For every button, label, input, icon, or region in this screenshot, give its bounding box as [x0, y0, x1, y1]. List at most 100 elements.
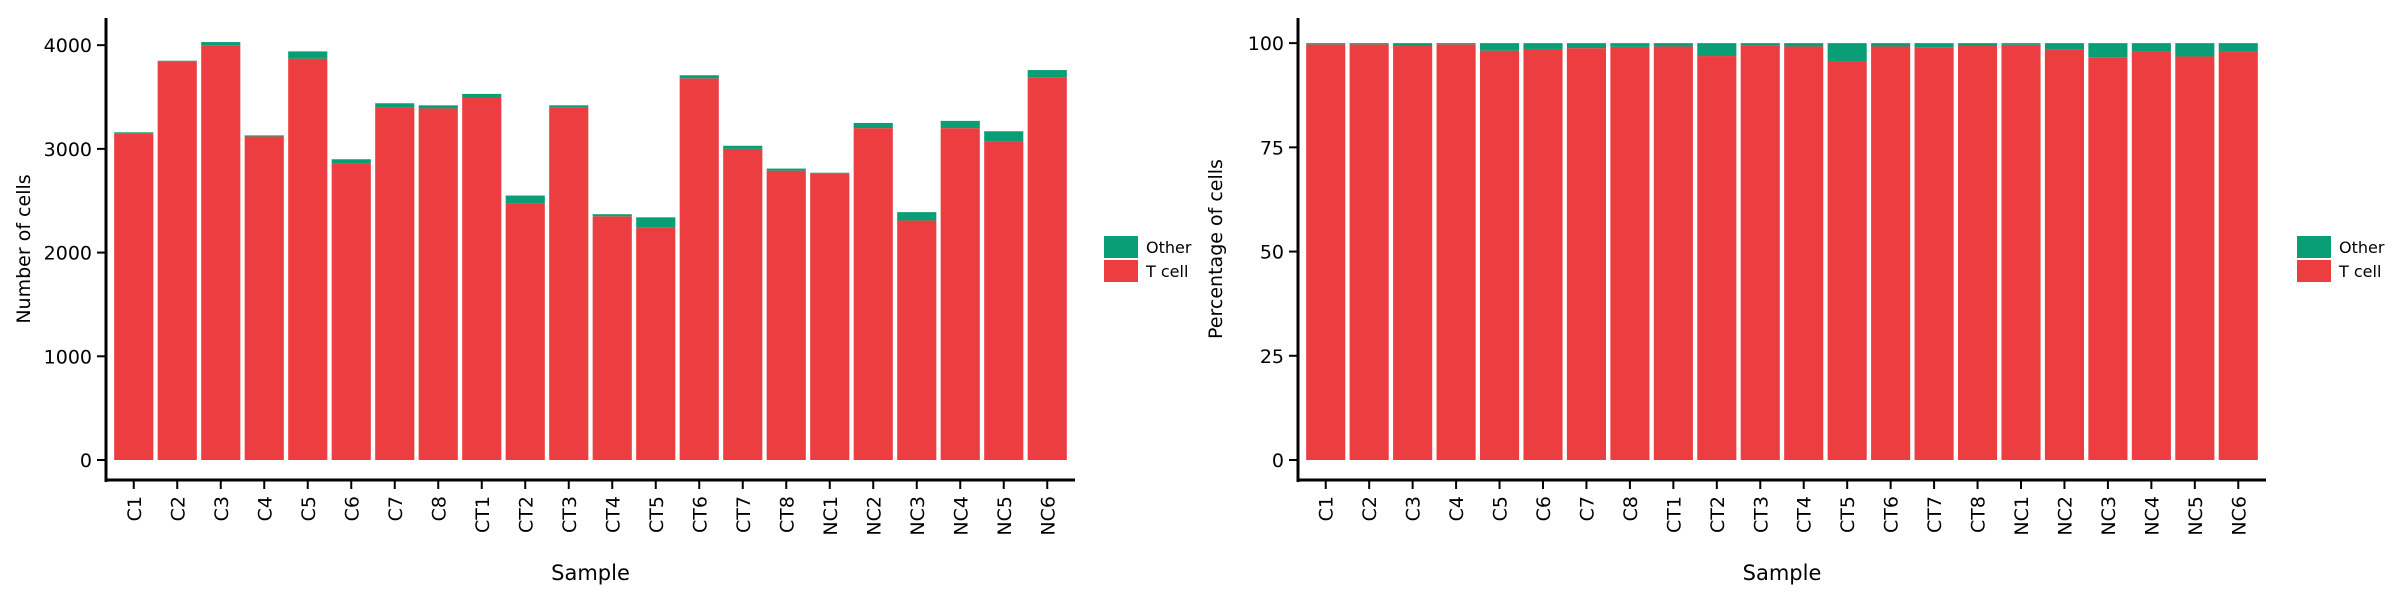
percentage-x-tick-label-ct7: CT7: [1924, 496, 1946, 533]
count-x-tick-label-nc3: NC3: [907, 496, 929, 536]
percentage-bar-other-nc5: [2175, 43, 2215, 57]
percentage-bar-other-nc3: [2088, 43, 2128, 58]
count-x-tick-label-nc6: NC6: [1037, 496, 1059, 536]
percentage-x-tick-label-nc1: NC1: [2011, 496, 2033, 536]
percentage-bar-tcell-ct7: [1914, 47, 1954, 461]
count-bar-other-nc2: [853, 122, 893, 129]
count-bar-other-ct1: [462, 93, 502, 98]
percentage-x-tick-label-c2: C2: [1359, 496, 1381, 521]
count-bar-tcell-ct8: [766, 170, 806, 460]
percentage-x-tick-label-ct1: CT1: [1663, 496, 1685, 533]
percentage-y-tick-label: 50: [1260, 242, 1284, 264]
percentage-bar-other-nc4: [2131, 43, 2171, 52]
count-x-tick-label-nc5: NC5: [994, 496, 1016, 536]
count-y-tick-label: 0: [80, 450, 92, 472]
percentage-bar-other-nc1: [2001, 43, 2041, 45]
count-bar-other-c7: [375, 103, 415, 108]
count-bar-other-nc6: [1027, 70, 1067, 78]
count-x-tick-label-c2: C2: [167, 496, 189, 521]
percentage-bar-other-ct7: [1914, 43, 1954, 48]
percentage-x-tick-label-nc5: NC5: [2185, 496, 2207, 536]
percentage-bar-other-c6: [1523, 43, 1563, 49]
percentage-bar-other-c7: [1566, 43, 1607, 49]
percentage-x-tick-label-ct5: CT5: [1837, 496, 1859, 533]
count-x-tick-label-c6: C6: [341, 496, 363, 521]
percentage-bar-tcell-c2: [1349, 44, 1389, 460]
count-bar-other-nc3: [897, 212, 937, 221]
percentage-bar-tcell-nc2: [2044, 49, 2085, 461]
count-bars: [114, 42, 1067, 461]
count-y-tick-label: 1000: [44, 346, 92, 368]
count-bar-other-ct2: [505, 195, 545, 204]
percentage-x-tick-label-c6: C6: [1533, 496, 1555, 521]
percentage-bar-other-c2: [1349, 43, 1389, 45]
count-bar-other-ct7: [723, 145, 763, 149]
percentage-bar-tcell-c6: [1523, 48, 1563, 461]
count-x-axis-label: Sample: [551, 561, 630, 585]
count-bar-tcell-nc5: [984, 141, 1024, 460]
percentage-bar-other-c8: [1610, 43, 1650, 47]
percentage-y-tick-label: 25: [1260, 346, 1284, 368]
percentage-legend-tcell-swatch: [2297, 260, 2331, 282]
percentage-bar-other-ct3: [1740, 43, 1780, 46]
percentage-bar-other-c1: [1306, 43, 1346, 45]
percentage-x-tick-label-ct4: CT4: [1794, 496, 1816, 533]
count-y-tick-label: 4000: [44, 35, 92, 57]
percentage-bar-tcell-nc1: [2001, 44, 2041, 460]
count-legend-tcell-swatch: [1104, 260, 1138, 282]
percentage-bar-tcell-c5: [1479, 50, 1520, 460]
count-bar-tcell-ct2: [505, 203, 545, 461]
count-x-tick-label-c1: C1: [124, 496, 146, 521]
percentage-bar-tcell-c3: [1393, 46, 1433, 461]
count-bar-other-ct5: [636, 217, 676, 228]
count-x-tick-label-c4: C4: [254, 496, 276, 521]
count-y-ticks: 0 1000 2000 3000 4000: [44, 35, 106, 472]
percentage-bar-tcell-nc3: [2088, 57, 2128, 461]
percentage-bar-tcell-c8: [1610, 46, 1650, 461]
percentage-bar-other-c5: [1479, 43, 1520, 51]
count-x-tick-label-ct8: CT8: [776, 496, 798, 533]
percentage-bar-tcell-ct3: [1740, 45, 1780, 461]
count-bar-tcell-c2: [157, 61, 197, 461]
count-x-tick-label-c8: C8: [428, 496, 450, 521]
count-bar-other-nc4: [940, 120, 980, 129]
percentage-y-axis-label: Percentage of cells: [1205, 159, 1227, 339]
count-x-tick-label-c5: C5: [298, 496, 320, 521]
count-bar-tcell-nc4: [940, 128, 980, 460]
count-legend-tcell-label: T cell: [1145, 262, 1188, 281]
percentage-y-tick-label: 100: [1248, 33, 1284, 55]
percentage-bar-tcell-nc4: [2131, 51, 2171, 460]
count-y-tick-label: 2000: [44, 243, 92, 265]
count-bar-tcell-c3: [201, 45, 241, 460]
percentage-bar-tcell-ct2: [1697, 56, 1737, 461]
percentage-legend-other-swatch: [2297, 236, 2331, 258]
count-x-tick-label-nc1: NC1: [820, 496, 842, 536]
count-x-tick-label-ct1: CT1: [472, 496, 494, 533]
count-bar-tcell-ct7: [723, 148, 763, 460]
count-bar-tcell-c1: [114, 133, 154, 461]
count-bar-tcell-c8: [418, 108, 458, 460]
percentage-legend-tcell-label: T cell: [2338, 262, 2381, 281]
percentage-x-tick-label-c5: C5: [1490, 496, 1512, 521]
percentage-bar-other-ct1: [1653, 43, 1693, 47]
count-x-tick-label-ct2: CT2: [515, 496, 537, 533]
count-bar-other-c5: [288, 51, 328, 59]
percentage-x-tick-label-c7: C7: [1576, 496, 1598, 521]
percentage-bar-other-nc6: [2218, 43, 2258, 52]
count-bar-tcell-c4: [244, 136, 284, 461]
percentage-x-tick-label-c4: C4: [1446, 496, 1468, 521]
count-bar-tcell-c5: [288, 58, 328, 460]
count-bar-tcell-c6: [331, 163, 371, 460]
count-x-tick-label-ct6: CT6: [689, 496, 711, 533]
count-bar-other-c8: [418, 105, 458, 109]
percentage-x-tick-label-nc6: NC6: [2228, 496, 2250, 536]
percentage-bar-tcell-nc5: [2175, 56, 2215, 461]
count-x-tick-label-c3: C3: [211, 496, 233, 521]
percentage-bar-tcell-ct8: [1957, 46, 1998, 461]
percentage-bar-tcell-c7: [1566, 48, 1607, 461]
count-x-tick-label-nc2: NC2: [863, 496, 885, 536]
count-x-tick-label-ct4: CT4: [602, 496, 624, 533]
count-bar-tcell-nc3: [897, 220, 937, 460]
